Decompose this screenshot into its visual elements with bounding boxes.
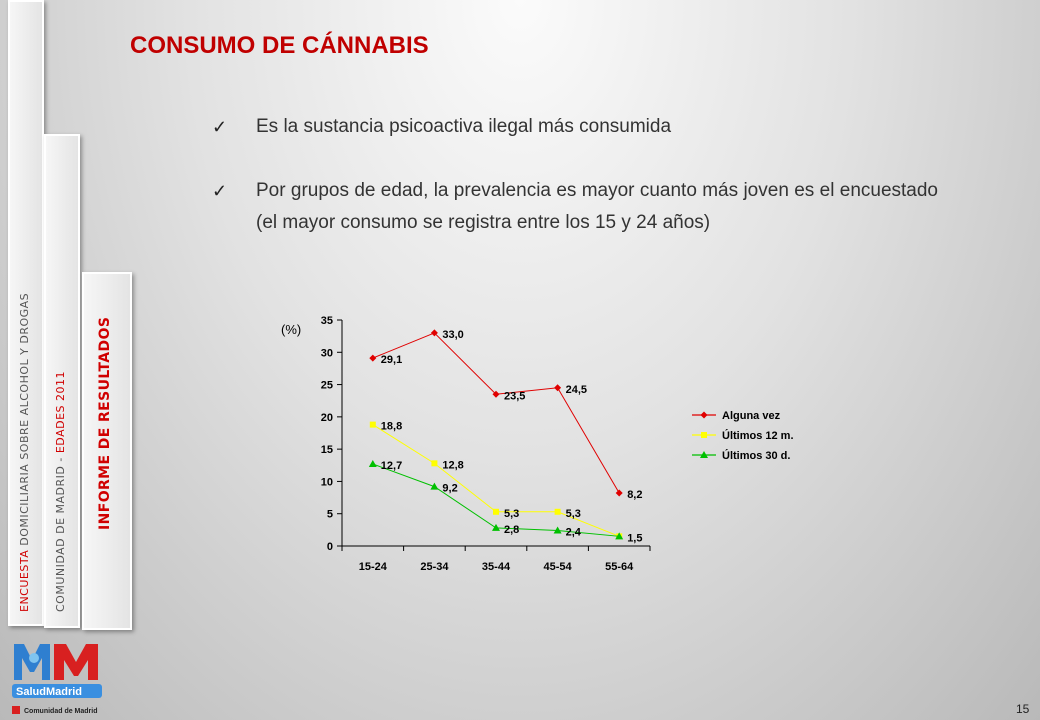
logo-org-text: Comunidad de Madrid: [24, 708, 98, 715]
data-point-0-3: [554, 384, 562, 392]
y-tick-label: 5: [327, 509, 333, 521]
x-tick-label: 45-54: [544, 561, 573, 573]
side-label-region: COMUNIDAD DE MADRID - EDADES 2011: [54, 371, 67, 612]
prevalence-line-chart: 0 5 10 15 20 25 30 35 15-24 25-34 35-44 45-54 55-64 (…: [281, 315, 794, 573]
bullet-2: ✓ Por grupos de edad, la prevalencia es …: [212, 175, 938, 239]
data-label-0-1: 33,0: [442, 329, 463, 341]
y-tick-label: 30: [321, 347, 333, 359]
slide-title: CONSUMO DE CÁNNABIS: [130, 32, 429, 59]
side-label-survey-rest: DOMICILIARIA SOBRE ALCOHOL Y DROGAS: [18, 292, 31, 550]
side-label-survey-highlight: ENCUESTA: [18, 549, 31, 612]
data-point-0-1: [430, 329, 438, 337]
data-label-0-2: 23,5: [504, 390, 525, 402]
logo-brand-text: SaludMadrid: [16, 686, 82, 698]
data-label-1-1: 12,8: [442, 459, 463, 471]
bullet-1-text: Es la sustancia psicoactiva ilegal más c…: [256, 116, 672, 137]
check-icon: ✓: [212, 117, 228, 137]
series-line-1: [372, 424, 620, 537]
data-point-1-1: [431, 460, 438, 467]
y-tick-label: 25: [321, 380, 333, 392]
legend-label-2: Últimos 30 d.: [722, 449, 790, 462]
page-number: 15: [1016, 702, 1030, 716]
legend-label-1: Últimos 12 m.: [722, 429, 794, 442]
x-tick-label: 55-64: [605, 561, 634, 573]
data-label-2-0: 12,7: [381, 460, 402, 472]
bullet-1: ✓ Es la sustancia psicoactiva ilegal más…: [212, 111, 938, 143]
side-tab-report: [82, 272, 132, 630]
y-tick-label: 0: [327, 541, 333, 553]
y-axis-label: (%): [281, 322, 301, 337]
y-tick-label: 20: [321, 412, 333, 424]
side-tab-region: [44, 134, 80, 628]
legend-marker-2: [700, 451, 708, 458]
side-label-region-highlight: EDADES 2011: [54, 370, 67, 454]
data-point-0-4: [615, 489, 623, 497]
data-label-1-0: 18,8: [381, 421, 402, 433]
data-label-2-3: 2,4: [566, 527, 582, 539]
x-tick-label: 35-44: [482, 561, 511, 573]
data-point-1-0: [369, 421, 376, 428]
side-label-report: INFORME DE RESULTADOS: [97, 316, 113, 530]
series-line-0: [372, 332, 620, 494]
data-label-2-1: 9,2: [442, 483, 457, 495]
data-point-0-0: [369, 354, 377, 362]
check-icon: ✓: [212, 181, 228, 201]
y-tick-label: 35: [321, 315, 333, 327]
data-point-2-0: [368, 459, 377, 467]
data-point-1-2: [493, 508, 499, 515]
data-label-1-3: 5,3: [566, 508, 581, 520]
side-label-region-rest: COMUNIDAD DE MADRID -: [54, 453, 67, 612]
legend-marker-0: [700, 411, 708, 419]
side-label-survey: ENCUESTA DOMICILIARIA SOBRE ALCOHOL Y DR…: [18, 293, 31, 612]
data-point-2-4: [615, 532, 624, 540]
data-point-1-3: [554, 508, 561, 515]
madrid-logo-mark: SaludMadrid Comunidad de Madrid: [12, 644, 102, 715]
data-label-0-3: 24,5: [566, 384, 587, 396]
y-tick-label: 10: [321, 476, 333, 488]
data-label-2-4: 1,5: [627, 532, 642, 544]
x-tick-label: 25-34: [420, 561, 449, 573]
legend-marker-1: [701, 432, 707, 438]
data-label-0-0: 29,1: [381, 354, 402, 366]
bullet-2-text: Por grupos de edad, la prevalencia es ma…: [256, 180, 938, 233]
data-label-1-2: 5,3: [504, 508, 519, 520]
x-tick-label: 15-24: [359, 561, 388, 573]
data-point-2-2: [492, 523, 500, 531]
data-point-2-3: [553, 526, 562, 534]
data-label-0-4: 8,2: [627, 489, 642, 501]
y-tick-label: 15: [321, 444, 333, 456]
salud-madrid-logo: SaludMadrid Comunidad de Madrid: [12, 644, 102, 715]
side-tab-survey: [8, 0, 44, 626]
legend-label-0: Alguna vez: [722, 410, 781, 422]
data-point-2-1: [430, 482, 439, 490]
data-point-0-2: [492, 390, 500, 398]
data-label-2-2: 2,8: [504, 524, 519, 536]
